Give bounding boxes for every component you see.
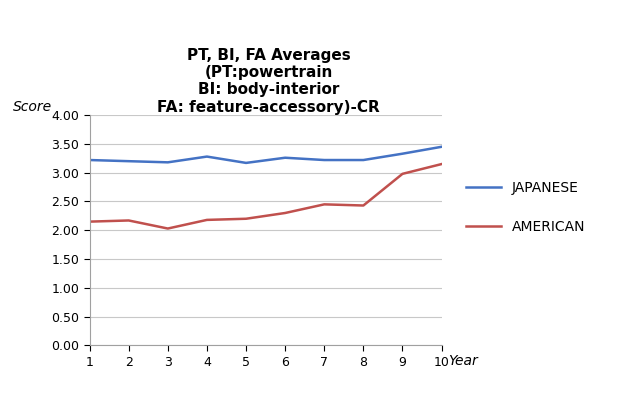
JAPANESE — [399, 151, 406, 156]
Text: Score: Score — [13, 100, 52, 114]
AMERICAN — [321, 202, 328, 207]
JAPANESE — [125, 159, 132, 164]
JAPANESE — [242, 160, 250, 165]
AMERICAN — [242, 216, 250, 221]
AMERICAN — [125, 218, 132, 223]
JAPANESE — [282, 155, 289, 160]
Legend: JAPANESE, AMERICAN: JAPANESE, AMERICAN — [466, 181, 586, 234]
AMERICAN — [282, 210, 289, 215]
Text: PT, BI, FA Averages
(PT:powertrain
BI: body-interior
FA: feature-accessory)-CR: PT, BI, FA Averages (PT:powertrain BI: b… — [157, 48, 380, 115]
Line: JAPANESE: JAPANESE — [90, 147, 442, 163]
AMERICAN — [399, 172, 406, 176]
JAPANESE — [164, 160, 172, 165]
AMERICAN — [438, 162, 445, 166]
AMERICAN — [164, 226, 172, 231]
Text: Year: Year — [448, 354, 477, 368]
JAPANESE — [321, 158, 328, 162]
AMERICAN — [360, 203, 367, 208]
JAPANESE — [86, 158, 93, 162]
JAPANESE — [360, 158, 367, 162]
JAPANESE — [203, 154, 211, 159]
AMERICAN — [203, 218, 211, 222]
AMERICAN — [86, 219, 93, 224]
JAPANESE — [438, 145, 445, 149]
Line: AMERICAN: AMERICAN — [90, 164, 442, 229]
